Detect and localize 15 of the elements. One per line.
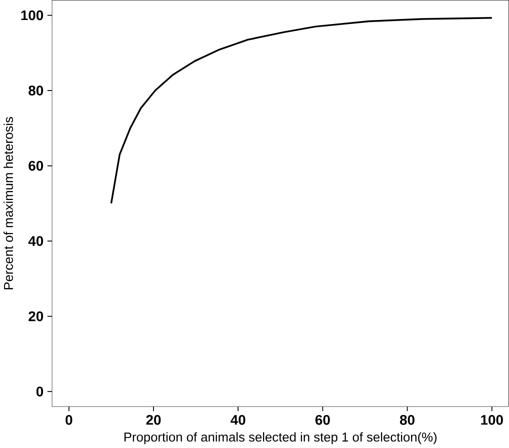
line-series: [110, 17, 493, 204]
x-tick-label: 60: [315, 415, 330, 425]
x-tick-label: 100: [481, 415, 503, 425]
x-tick-label: 80: [400, 415, 414, 425]
y-tick-label: 100: [21, 10, 44, 20]
x-axis-title: Proportion of animals selected in step 1 of selection(%): [124, 432, 437, 444]
y-tick-label: 20: [28, 311, 44, 322]
y-tick-label: 0: [36, 386, 44, 397]
x-tick-label: 40: [230, 415, 246, 425]
y-tick-label: 40: [28, 236, 44, 246]
y-tick-label: 60: [28, 160, 44, 171]
y-axis-title: Percent of maximum heterosis: [4, 117, 14, 290]
x-tick-label: 20: [146, 415, 161, 425]
y-tick-label: 80: [28, 86, 44, 96]
x-tick-label: 0: [66, 415, 72, 425]
